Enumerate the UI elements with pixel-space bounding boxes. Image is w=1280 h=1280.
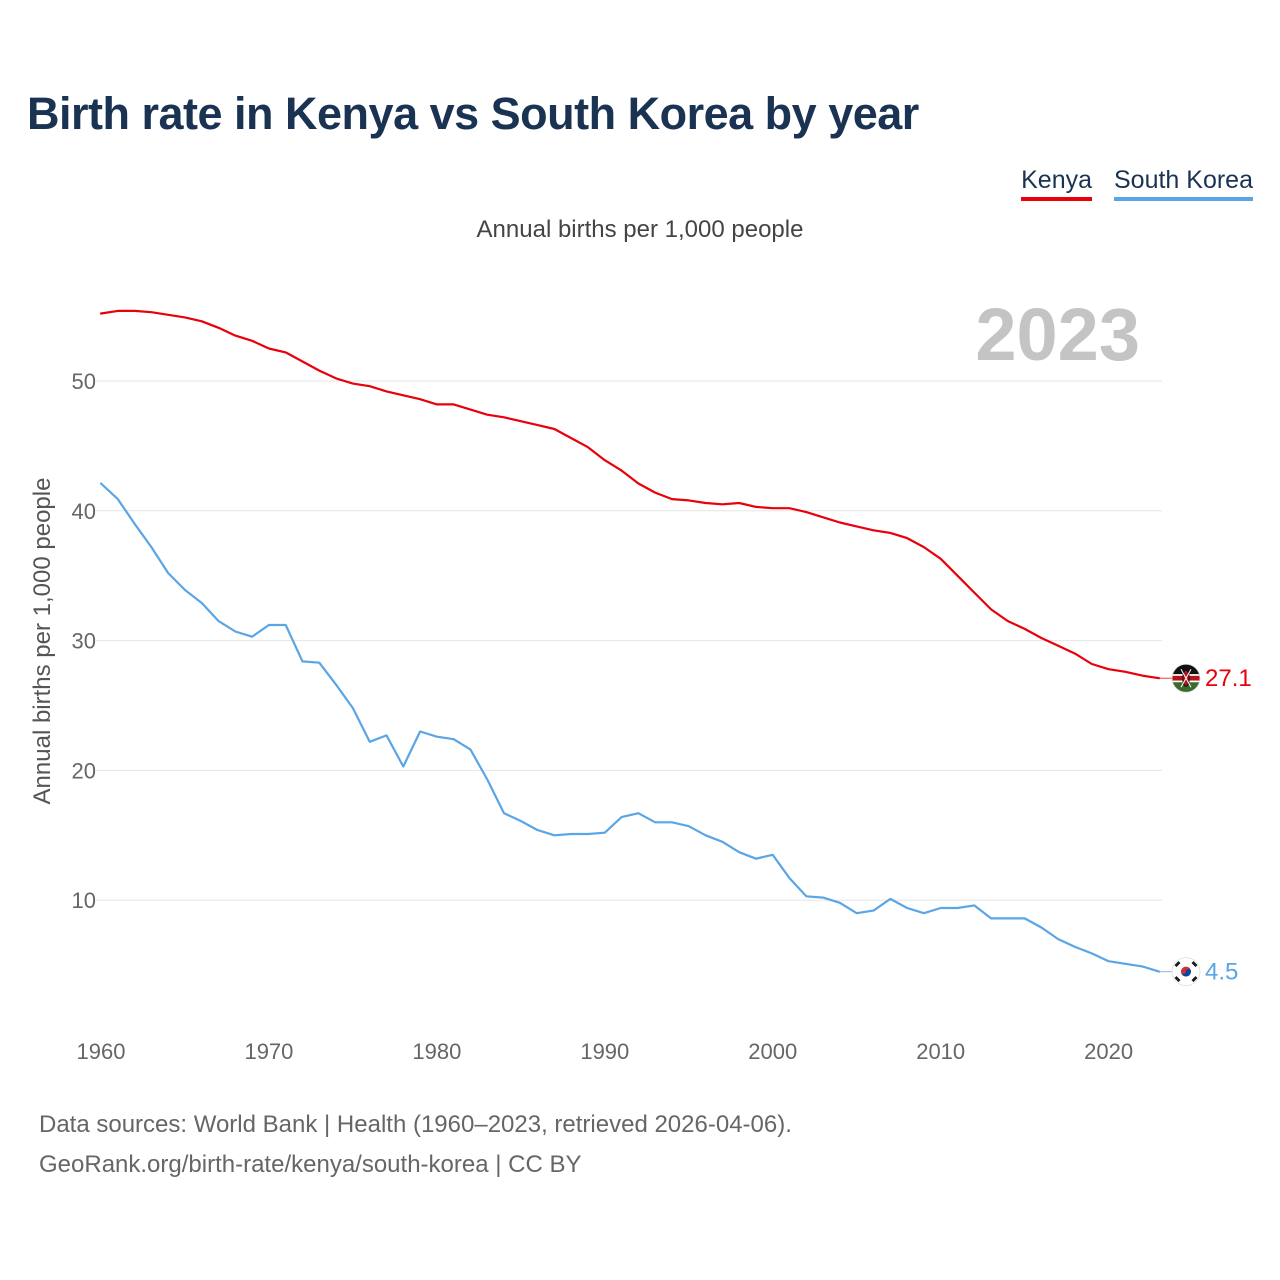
x-tick-label: 2010 (916, 1039, 965, 1064)
x-axis-ticks: 1960 1970 1980 1990 2000 2010 2020 (77, 1039, 1134, 1064)
kenya-flag-icon (1171, 663, 1201, 693)
y-tick-label: 10 (72, 888, 96, 913)
series-line-kenya[interactable] (99, 309, 1161, 680)
kenya-end-value-label: 27.1 (1205, 665, 1252, 692)
source-line-2: GeoRank.org/birth-rate/kenya/south-korea… (39, 1151, 582, 1178)
x-tick-label: 2020 (1084, 1039, 1133, 1064)
legend-item-kenya[interactable]: Kenya (1021, 164, 1092, 201)
legend-label-south-korea: South Korea (1114, 166, 1253, 194)
y-tick-label: 20 (72, 758, 96, 783)
x-tick-label: 2000 (748, 1039, 797, 1064)
south-korea-flag-icon (1171, 957, 1201, 986)
source-note: Data sources: World Bank | Health (1960–… (39, 1105, 792, 1185)
series-lines (99, 309, 1176, 973)
chart-subtitle: Annual births per 1,000 people (476, 216, 804, 243)
south-korea-end-value-label: 4.5 (1205, 959, 1238, 986)
y-axis-ticks: 10 20 30 40 50 (72, 369, 96, 913)
y-axis-label: Annual births per 1,000 people (29, 478, 56, 805)
x-tick-label: 1960 (77, 1039, 126, 1064)
x-tick-label: 1970 (244, 1039, 293, 1064)
x-tick-label: 1990 (580, 1039, 629, 1064)
gridlines (96, 380, 1162, 901)
y-tick-label: 30 (72, 629, 96, 654)
legend-item-south-korea[interactable]: South Korea (1114, 164, 1253, 201)
y-tick-label: 50 (72, 369, 96, 394)
year-watermark: 2023 (975, 293, 1140, 376)
source-line-1: Data sources: World Bank | Health (1960–… (39, 1111, 792, 1138)
line-chart: 2023 10 20 30 40 50 1960 1970 1980 1990 2000 2010… (29, 293, 1252, 1064)
x-tick-label: 1980 (412, 1039, 461, 1064)
legend: Kenya South Korea (1021, 164, 1253, 201)
y-tick-label: 40 (72, 499, 96, 524)
chart-title: Birth rate in Kenya vs South Korea by ye… (27, 88, 919, 139)
legend-label-kenya: Kenya (1021, 166, 1092, 194)
series-line-south-korea[interactable] (99, 482, 1161, 973)
